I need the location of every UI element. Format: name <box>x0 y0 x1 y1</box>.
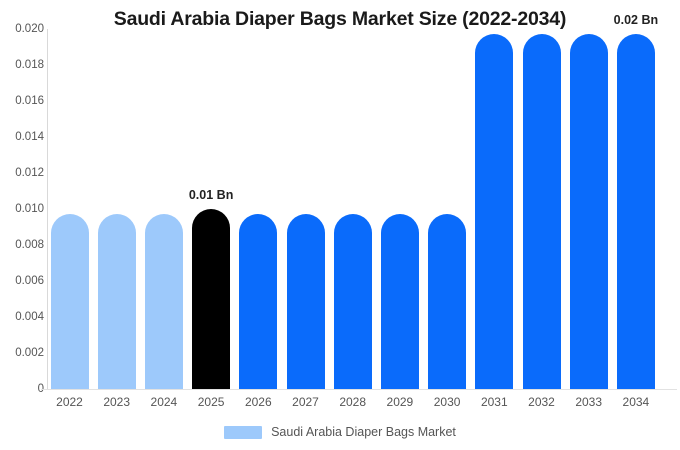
bar-2033[interactable] <box>569 34 608 389</box>
bar-slot <box>380 29 419 389</box>
bar-slot <box>286 29 325 389</box>
bar-2030[interactable] <box>428 214 467 389</box>
y-axis-tick-label: 0.020 <box>15 23 44 35</box>
y-axis-tick-labels: 0 0.002 0.004 0.006 0.008 0.010 0.012 0.014 0.01… <box>0 0 44 450</box>
x-axis-tick-label-2028: 2028 <box>339 395 367 409</box>
y-axis-tick-label: 0.016 <box>15 95 44 107</box>
y-axis-tick-label: 0.018 <box>15 59 44 71</box>
bar-value-label-2034: 0.02 Bn <box>613 13 659 28</box>
y-axis-tick-label: 0.010 <box>15 203 44 215</box>
bar-2025[interactable] <box>192 209 231 389</box>
bar-2032[interactable] <box>522 34 561 389</box>
x-axis-tick-label-2026: 2026 <box>244 395 272 409</box>
bar-2026[interactable] <box>239 214 278 389</box>
x-axis-tick-label-2031: 2031 <box>480 395 508 409</box>
x-axis-tick-label-2034: 2034 <box>622 395 650 409</box>
bar-slot <box>428 29 467 389</box>
chart-title: Saudi Arabia Diaper Bags Market Size (20… <box>113 8 567 30</box>
bar-slot <box>192 29 231 389</box>
x-axis-tick-label-2027: 2027 <box>292 395 319 409</box>
bar-2034[interactable] <box>616 34 655 389</box>
bar-2031[interactable] <box>475 34 514 389</box>
bar-slot <box>97 29 136 389</box>
x-axis-tick-label-2032: 2032 <box>528 395 555 409</box>
bar-2027[interactable] <box>286 214 325 389</box>
bar-value-label-2025: 0.01 Bn <box>188 188 234 202</box>
bar-2024[interactable] <box>144 214 183 389</box>
legend-item-label: Saudi Arabia Diaper Bags Market <box>271 425 456 439</box>
y-axis-tick-label: 0.004 <box>15 311 44 323</box>
x-axis-tick-label-2029: 2029 <box>386 395 414 409</box>
y-axis-tick-label: 0.008 <box>15 239 44 251</box>
x-axis-tick-label-2024: 2024 <box>150 395 178 409</box>
plot-area <box>47 29 672 389</box>
bar-slot <box>50 29 89 389</box>
legend-swatch-icon <box>224 425 263 439</box>
bar-slot <box>569 29 608 389</box>
y-axis-tick-label: 0.012 <box>15 167 44 179</box>
y-axis-tick-label: 0 <box>2 383 44 395</box>
x-axis-tick-label-2030: 2030 <box>433 395 461 409</box>
bar-slot <box>616 29 655 389</box>
bar-slot <box>239 29 278 389</box>
bar-slot <box>333 29 372 389</box>
legend-item[interactable]: Saudi Arabia Diaper Bags Market <box>224 425 456 439</box>
x-axis-tick-label-2025: 2025 <box>197 395 225 409</box>
bar-slot <box>475 29 514 389</box>
bar-2023[interactable] <box>97 214 136 389</box>
bar-2022[interactable] <box>50 214 89 389</box>
chart-legend: Saudi Arabia Diaper Bags Market <box>0 425 680 439</box>
x-axis-tick-label-2023: 2023 <box>103 395 131 409</box>
y-axis-tick-label: 0.002 <box>15 347 44 359</box>
x-axis-tick-label-2033: 2033 <box>575 395 603 409</box>
y-axis-line <box>47 29 48 389</box>
bar-slot <box>144 29 183 389</box>
bar-slot <box>522 29 561 389</box>
x-axis-baseline <box>41 389 677 390</box>
x-axis-tick-label-2022: 2022 <box>56 395 83 409</box>
y-axis-tick-label: 0.014 <box>15 131 44 143</box>
bar-2029[interactable] <box>380 214 419 389</box>
bar-2028[interactable] <box>333 214 372 389</box>
y-axis-tick-label: 0.006 <box>15 275 44 287</box>
